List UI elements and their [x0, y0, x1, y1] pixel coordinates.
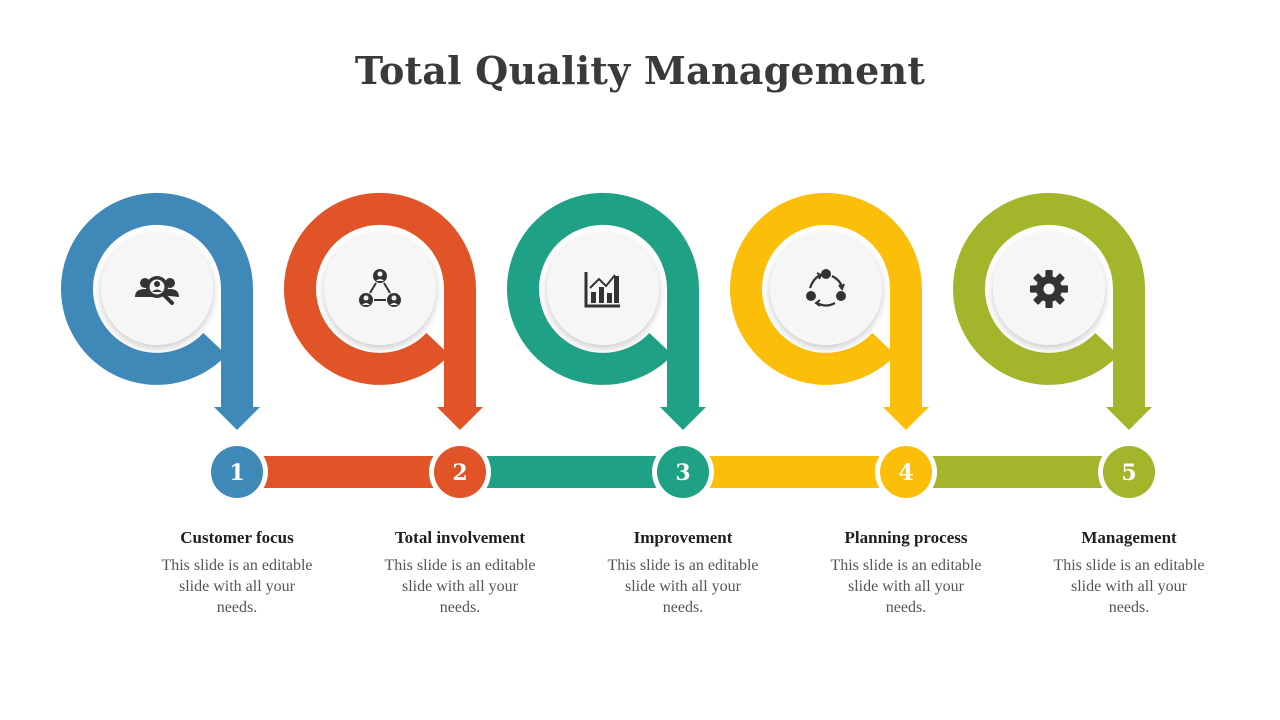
step-description: This slide is an editable slide with all… [830, 557, 982, 616]
step-text-2: Total involvement This slide is an editab… [365, 527, 555, 618]
loop-arc [507, 192, 699, 409]
icon-circle [324, 233, 436, 345]
cycle-process-icon [806, 269, 846, 307]
badge-circle [211, 446, 263, 498]
step-number: 2 [452, 460, 467, 486]
connector-bar-4-5 [926, 456, 1109, 488]
badge-circle [434, 446, 486, 498]
step-badge-5: 5 [1098, 441, 1160, 503]
connector-bar-1-2 [257, 456, 440, 488]
step-loop-3 [507, 192, 706, 430]
customer-search-icon [135, 276, 179, 305]
icon-circle [770, 233, 882, 345]
step-loop-2 [284, 192, 483, 430]
step-number: 1 [229, 460, 244, 486]
step-text-3: Improvement This slide is an editable sli… [588, 527, 778, 618]
loop-arrow-head [883, 407, 929, 430]
loop-arc [61, 192, 253, 409]
step-title: Total involvement [394, 528, 526, 547]
step-description: This slide is an editable slide with all… [161, 557, 313, 616]
step-loop-5 [953, 192, 1152, 430]
step-title: Customer focus [180, 528, 294, 547]
loop-arrow-head [1106, 407, 1152, 430]
loop-arc [730, 192, 922, 409]
loop-arrow-head [437, 407, 483, 430]
step-badge-1: 1 [206, 441, 268, 503]
team-network-icon [359, 269, 401, 307]
step-loop-4 [730, 192, 929, 430]
step-title: Improvement [633, 528, 733, 547]
step-text-5: Management This slide is an editable slid… [1034, 527, 1224, 618]
slide-title: Total Quality Management [354, 48, 926, 93]
connector-bar-3-4 [703, 456, 886, 488]
gear-icon [1030, 270, 1068, 308]
connector-bar-2-3 [480, 456, 663, 488]
step-description: This slide is an editable slide with all… [384, 557, 536, 616]
badge-circle [880, 446, 932, 498]
step-title: Planning process [844, 528, 968, 547]
badge-circle [1103, 446, 1155, 498]
step-number: 5 [1121, 460, 1136, 486]
step-number: 3 [675, 460, 690, 486]
badge-circle [657, 446, 709, 498]
step-title: Management [1081, 528, 1177, 547]
step-badge-3: 3 [652, 441, 714, 503]
step-text-1: Customer focus This slide is an editable … [142, 527, 332, 618]
loop-arc [953, 192, 1145, 409]
step-number: 4 [898, 460, 913, 486]
bar-chart-icon [584, 272, 620, 308]
step-badge-4: 4 [875, 441, 937, 503]
loop-arrow-head [214, 407, 260, 430]
loop-arc [284, 192, 476, 409]
loop-arrow-head [660, 407, 706, 430]
step-loop-1 [61, 192, 260, 430]
step-text-4: Planning process This slide is an editabl… [811, 527, 1001, 618]
step-description: This slide is an editable slide with all… [1053, 557, 1205, 616]
step-description: This slide is an editable slide with all… [607, 557, 759, 616]
step-badge-2: 2 [429, 441, 491, 503]
